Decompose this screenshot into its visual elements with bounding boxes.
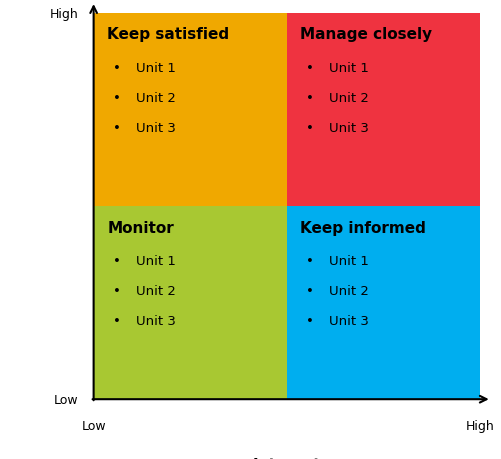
Text: •: • — [113, 92, 121, 105]
Text: •: • — [113, 122, 121, 134]
Text: Unit 1: Unit 1 — [329, 255, 369, 268]
Text: Unit 1: Unit 1 — [329, 62, 369, 75]
Text: •: • — [306, 285, 314, 297]
Bar — [94, 14, 287, 207]
Text: Interest: Interest — [253, 457, 321, 459]
Text: •: • — [306, 314, 314, 327]
Text: •: • — [306, 122, 314, 134]
Text: Unit 2: Unit 2 — [329, 92, 369, 105]
Text: Unit 2: Unit 2 — [136, 285, 176, 297]
Text: Unit 2: Unit 2 — [136, 92, 176, 105]
Text: High: High — [50, 8, 78, 21]
Text: Keep satisfied: Keep satisfied — [107, 27, 229, 42]
Text: Low: Low — [81, 419, 106, 431]
Text: Unit 3: Unit 3 — [329, 314, 369, 327]
Bar — [94, 207, 287, 399]
Text: •: • — [306, 62, 314, 75]
Text: Monitor: Monitor — [107, 220, 174, 235]
Text: Manage closely: Manage closely — [300, 27, 432, 42]
Bar — [287, 14, 480, 207]
Text: Unit 3: Unit 3 — [136, 314, 176, 327]
Text: •: • — [306, 92, 314, 105]
Text: •: • — [113, 285, 121, 297]
Text: Unit 3: Unit 3 — [329, 122, 369, 134]
Text: •: • — [306, 255, 314, 268]
Text: Low: Low — [54, 393, 78, 406]
Text: High: High — [465, 419, 494, 431]
Text: Influence: Influence — [0, 167, 1, 246]
Text: Unit 1: Unit 1 — [136, 255, 176, 268]
Text: •: • — [113, 314, 121, 327]
Bar — [287, 207, 480, 399]
Text: Unit 3: Unit 3 — [136, 122, 176, 134]
Text: Unit 2: Unit 2 — [329, 285, 369, 297]
Text: •: • — [113, 62, 121, 75]
Text: Unit 1: Unit 1 — [136, 62, 176, 75]
Text: •: • — [113, 255, 121, 268]
Text: Keep informed: Keep informed — [300, 220, 426, 235]
